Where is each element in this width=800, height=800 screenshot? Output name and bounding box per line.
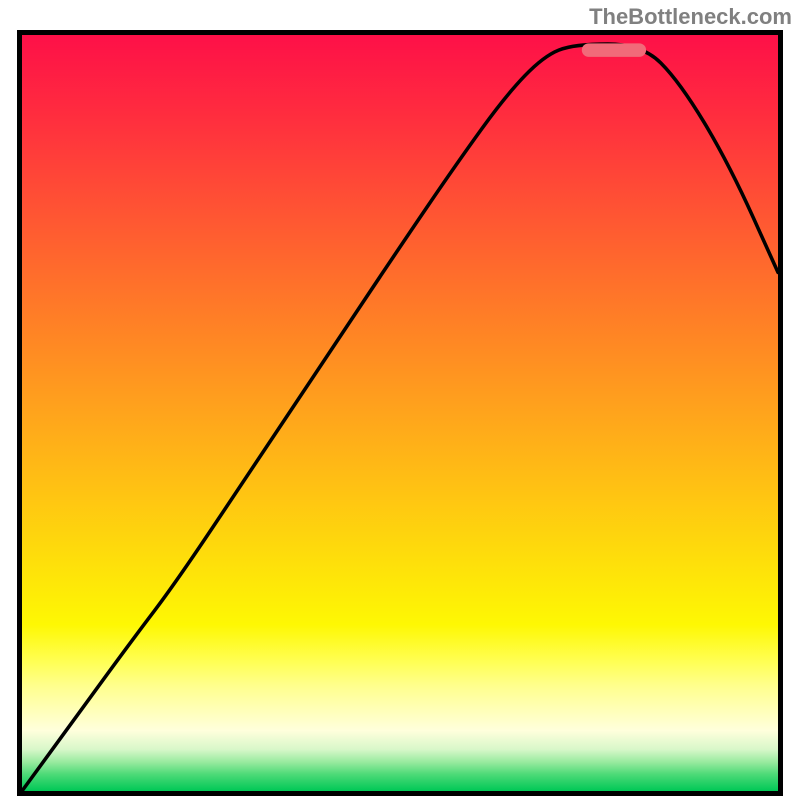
watermark-text: TheBottleneck.com <box>589 4 792 30</box>
chart-frame <box>17 30 783 796</box>
bottleneck-curve <box>22 44 778 791</box>
chart-curve-layer <box>22 35 778 791</box>
root-container: TheBottleneck.com <box>0 0 800 800</box>
optimal-marker <box>582 43 646 57</box>
